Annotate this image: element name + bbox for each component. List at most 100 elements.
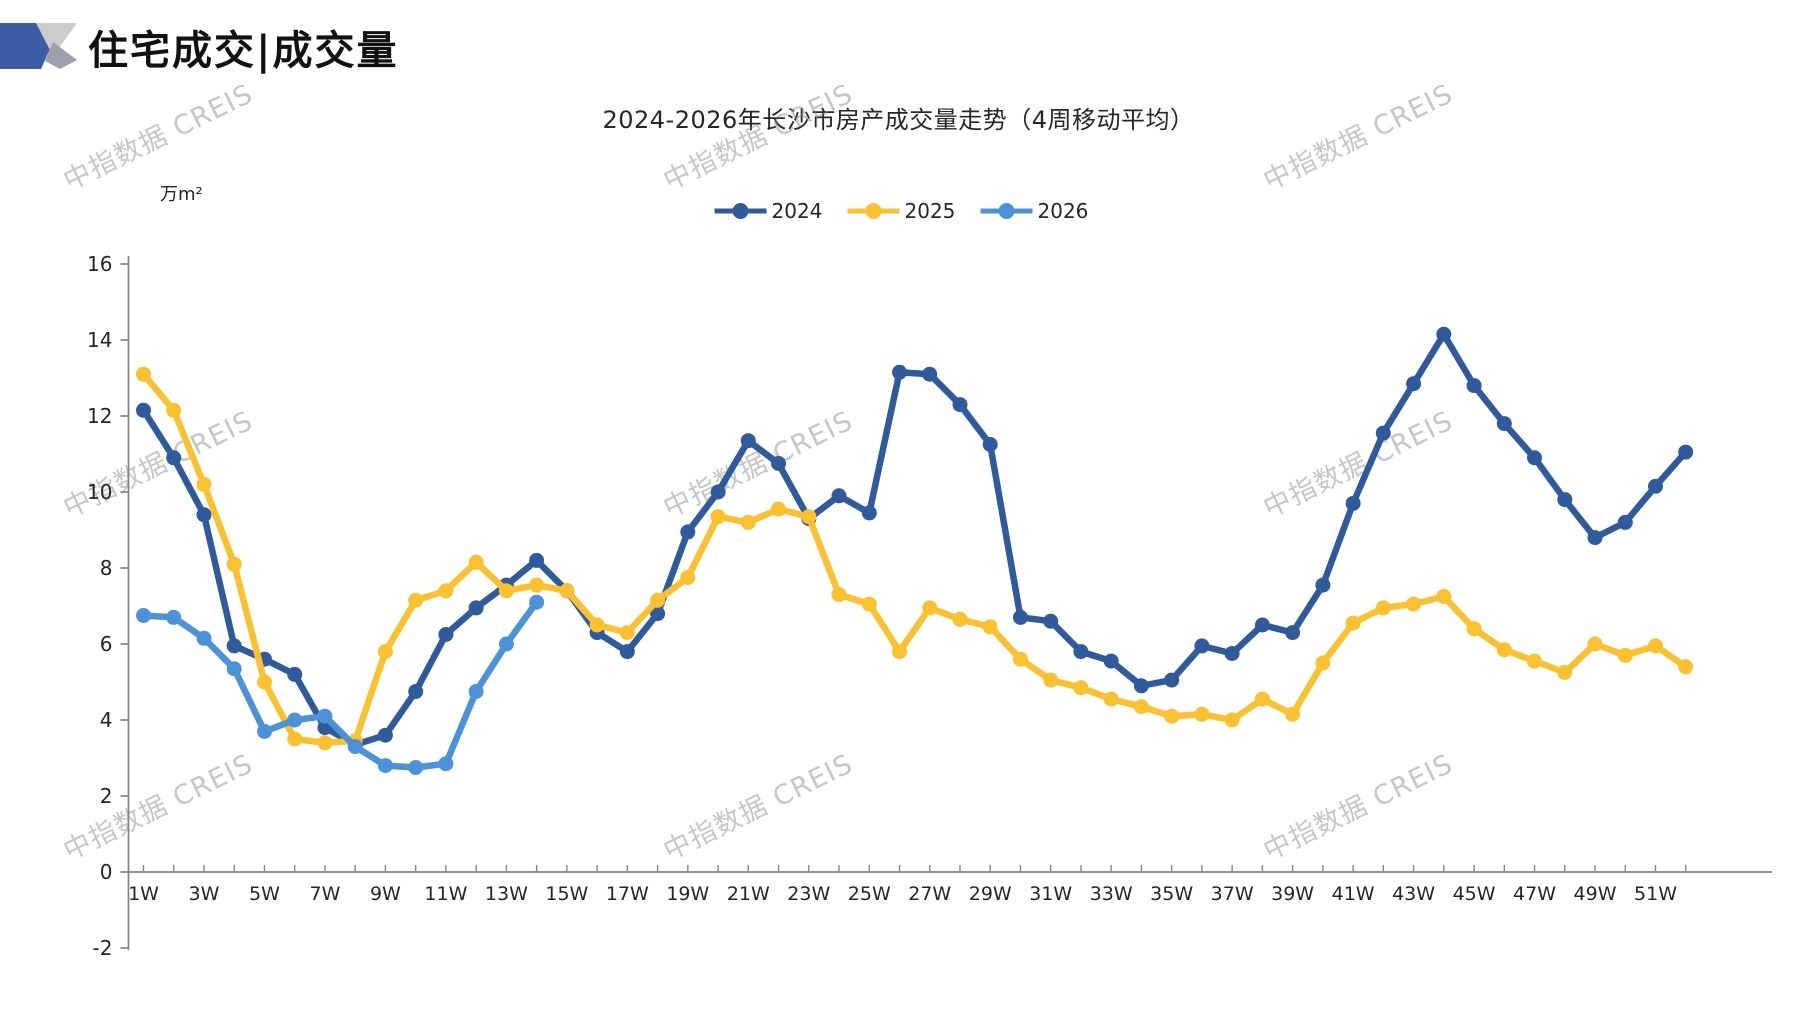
data-point-2025-w14 <box>529 577 545 593</box>
data-point-2025-w18 <box>650 592 666 608</box>
data-point-2024-w43 <box>1406 376 1422 392</box>
data-point-2026-w7 <box>317 708 333 724</box>
axis-tick-label: 35W <box>1150 883 1193 905</box>
data-point-2024-w47 <box>1527 450 1542 466</box>
series-line-2025 <box>140 370 1689 747</box>
data-point-2025-w22 <box>771 501 786 517</box>
data-point-2024-w33 <box>1103 653 1119 669</box>
axis-tick-label: 31W <box>1029 883 1072 905</box>
data-point-2025-w49 <box>1587 636 1603 652</box>
creis-logo-icon <box>0 23 77 69</box>
data-point-2024-w49 <box>1587 530 1603 546</box>
axis-tick-label: 39W <box>1271 883 1314 905</box>
data-point-2025-w43 <box>1406 596 1422 612</box>
axis-tick-label: 37W <box>1211 883 1254 905</box>
axis-tick-label: 5W <box>249 883 280 905</box>
axis-tick-label: 6 <box>100 632 113 656</box>
data-point-2025-w24 <box>831 587 847 603</box>
axis-tick-label: 3W <box>189 883 220 905</box>
data-point-2026-w9 <box>377 758 393 774</box>
axis-tick-label: 43W <box>1392 883 1435 905</box>
axis-tick-label: 16 <box>87 252 112 276</box>
data-point-2024-w48 <box>1557 492 1573 508</box>
data-point-2025-w48 <box>1557 665 1573 680</box>
axis-tick-label: 14 <box>87 328 112 352</box>
data-point-2024-w44 <box>1436 326 1452 342</box>
data-point-2026-w6 <box>287 712 303 728</box>
data-point-2026-w1 <box>136 608 151 623</box>
data-point-2025-w36 <box>1194 706 1210 722</box>
axis-tick-label: 7W <box>310 883 341 905</box>
axis-tick-label: 13W <box>485 883 528 905</box>
data-point-2025-w50 <box>1617 647 1633 663</box>
data-point-2024-w21 <box>740 433 756 449</box>
legend-item-2025: 2025 <box>847 199 955 223</box>
data-point-2025-w7 <box>317 735 333 751</box>
page-header: 住宅成交|成交量 <box>0 12 900 78</box>
data-point-2026-w3 <box>196 630 212 646</box>
data-point-2025-w38 <box>1254 691 1270 707</box>
data-point-2025-w33 <box>1103 691 1119 707</box>
axis-tick-label: 8 <box>100 556 113 580</box>
data-point-2024-w6 <box>287 666 303 682</box>
data-point-2024-w32 <box>1073 644 1089 660</box>
data-point-2026-w13 <box>498 636 514 652</box>
data-point-2025-w5 <box>257 674 272 690</box>
data-point-2025-w17 <box>619 625 635 641</box>
axis-tick-label: 15W <box>545 883 588 905</box>
axis-tick-label: 47W <box>1513 883 1556 905</box>
data-point-2025-w47 <box>1527 653 1542 669</box>
data-point-2025-w11 <box>438 583 454 599</box>
data-point-2024-w24 <box>831 488 847 504</box>
data-point-2025-w19 <box>680 570 696 585</box>
data-point-2024-w42 <box>1375 425 1391 441</box>
page-title: 住宅成交|成交量 <box>88 27 399 74</box>
axis-tick-label: 41W <box>1332 883 1375 905</box>
data-point-2025-w28 <box>952 611 968 627</box>
data-point-2024-w11 <box>438 627 454 642</box>
axis-tick-label: 10 <box>87 480 112 504</box>
data-point-2026-w14 <box>529 594 545 610</box>
series-2026 <box>136 594 545 775</box>
data-point-2025-w29 <box>982 619 998 635</box>
axis-tick-label: 19W <box>666 883 709 905</box>
data-point-2025-w20 <box>710 509 726 525</box>
data-point-2025-w13 <box>498 583 514 599</box>
data-point-2025-w10 <box>408 592 424 608</box>
data-point-2024-w2 <box>166 450 182 466</box>
data-point-2024-w52 <box>1678 444 1694 460</box>
data-point-2024-w1 <box>136 402 151 418</box>
data-point-2025-w1 <box>136 366 151 382</box>
data-point-2024-w4 <box>226 638 242 654</box>
axis-tick-label: 11W <box>424 883 467 905</box>
legend-marker-icon <box>865 203 882 219</box>
data-point-2025-w16 <box>589 617 605 633</box>
data-point-2025-w3 <box>196 476 212 492</box>
data-point-2024-w46 <box>1496 416 1512 432</box>
data-point-2025-w46 <box>1496 642 1512 658</box>
data-point-2024-w3 <box>196 507 212 523</box>
axis-tick-label: 45W <box>1453 883 1496 905</box>
data-point-2024-w10 <box>408 684 424 699</box>
legend-item-2024: 2024 <box>714 199 823 223</box>
data-point-2024-w45 <box>1466 378 1482 394</box>
data-point-2024-w27 <box>922 366 938 382</box>
data-point-2025-w6 <box>287 731 303 747</box>
data-point-2024-w51 <box>1648 478 1663 494</box>
data-point-2025-w9 <box>377 644 393 660</box>
data-point-2025-w34 <box>1133 699 1149 715</box>
data-point-2024-w9 <box>377 727 393 743</box>
axis-tick-label: 17W <box>606 883 649 905</box>
data-point-2024-w29 <box>982 437 998 452</box>
data-point-2026-w8 <box>347 739 363 755</box>
data-point-2026-w5 <box>257 723 272 739</box>
axis-tick-label: 29W <box>969 883 1012 905</box>
data-point-2025-w25 <box>861 596 877 612</box>
data-point-2025-w52 <box>1678 659 1694 675</box>
data-point-2026-w4 <box>226 661 242 677</box>
legend-label-2024: 2024 <box>772 199 823 223</box>
data-point-2026-w2 <box>166 609 182 625</box>
axis-tick-label: 27W <box>908 883 951 905</box>
